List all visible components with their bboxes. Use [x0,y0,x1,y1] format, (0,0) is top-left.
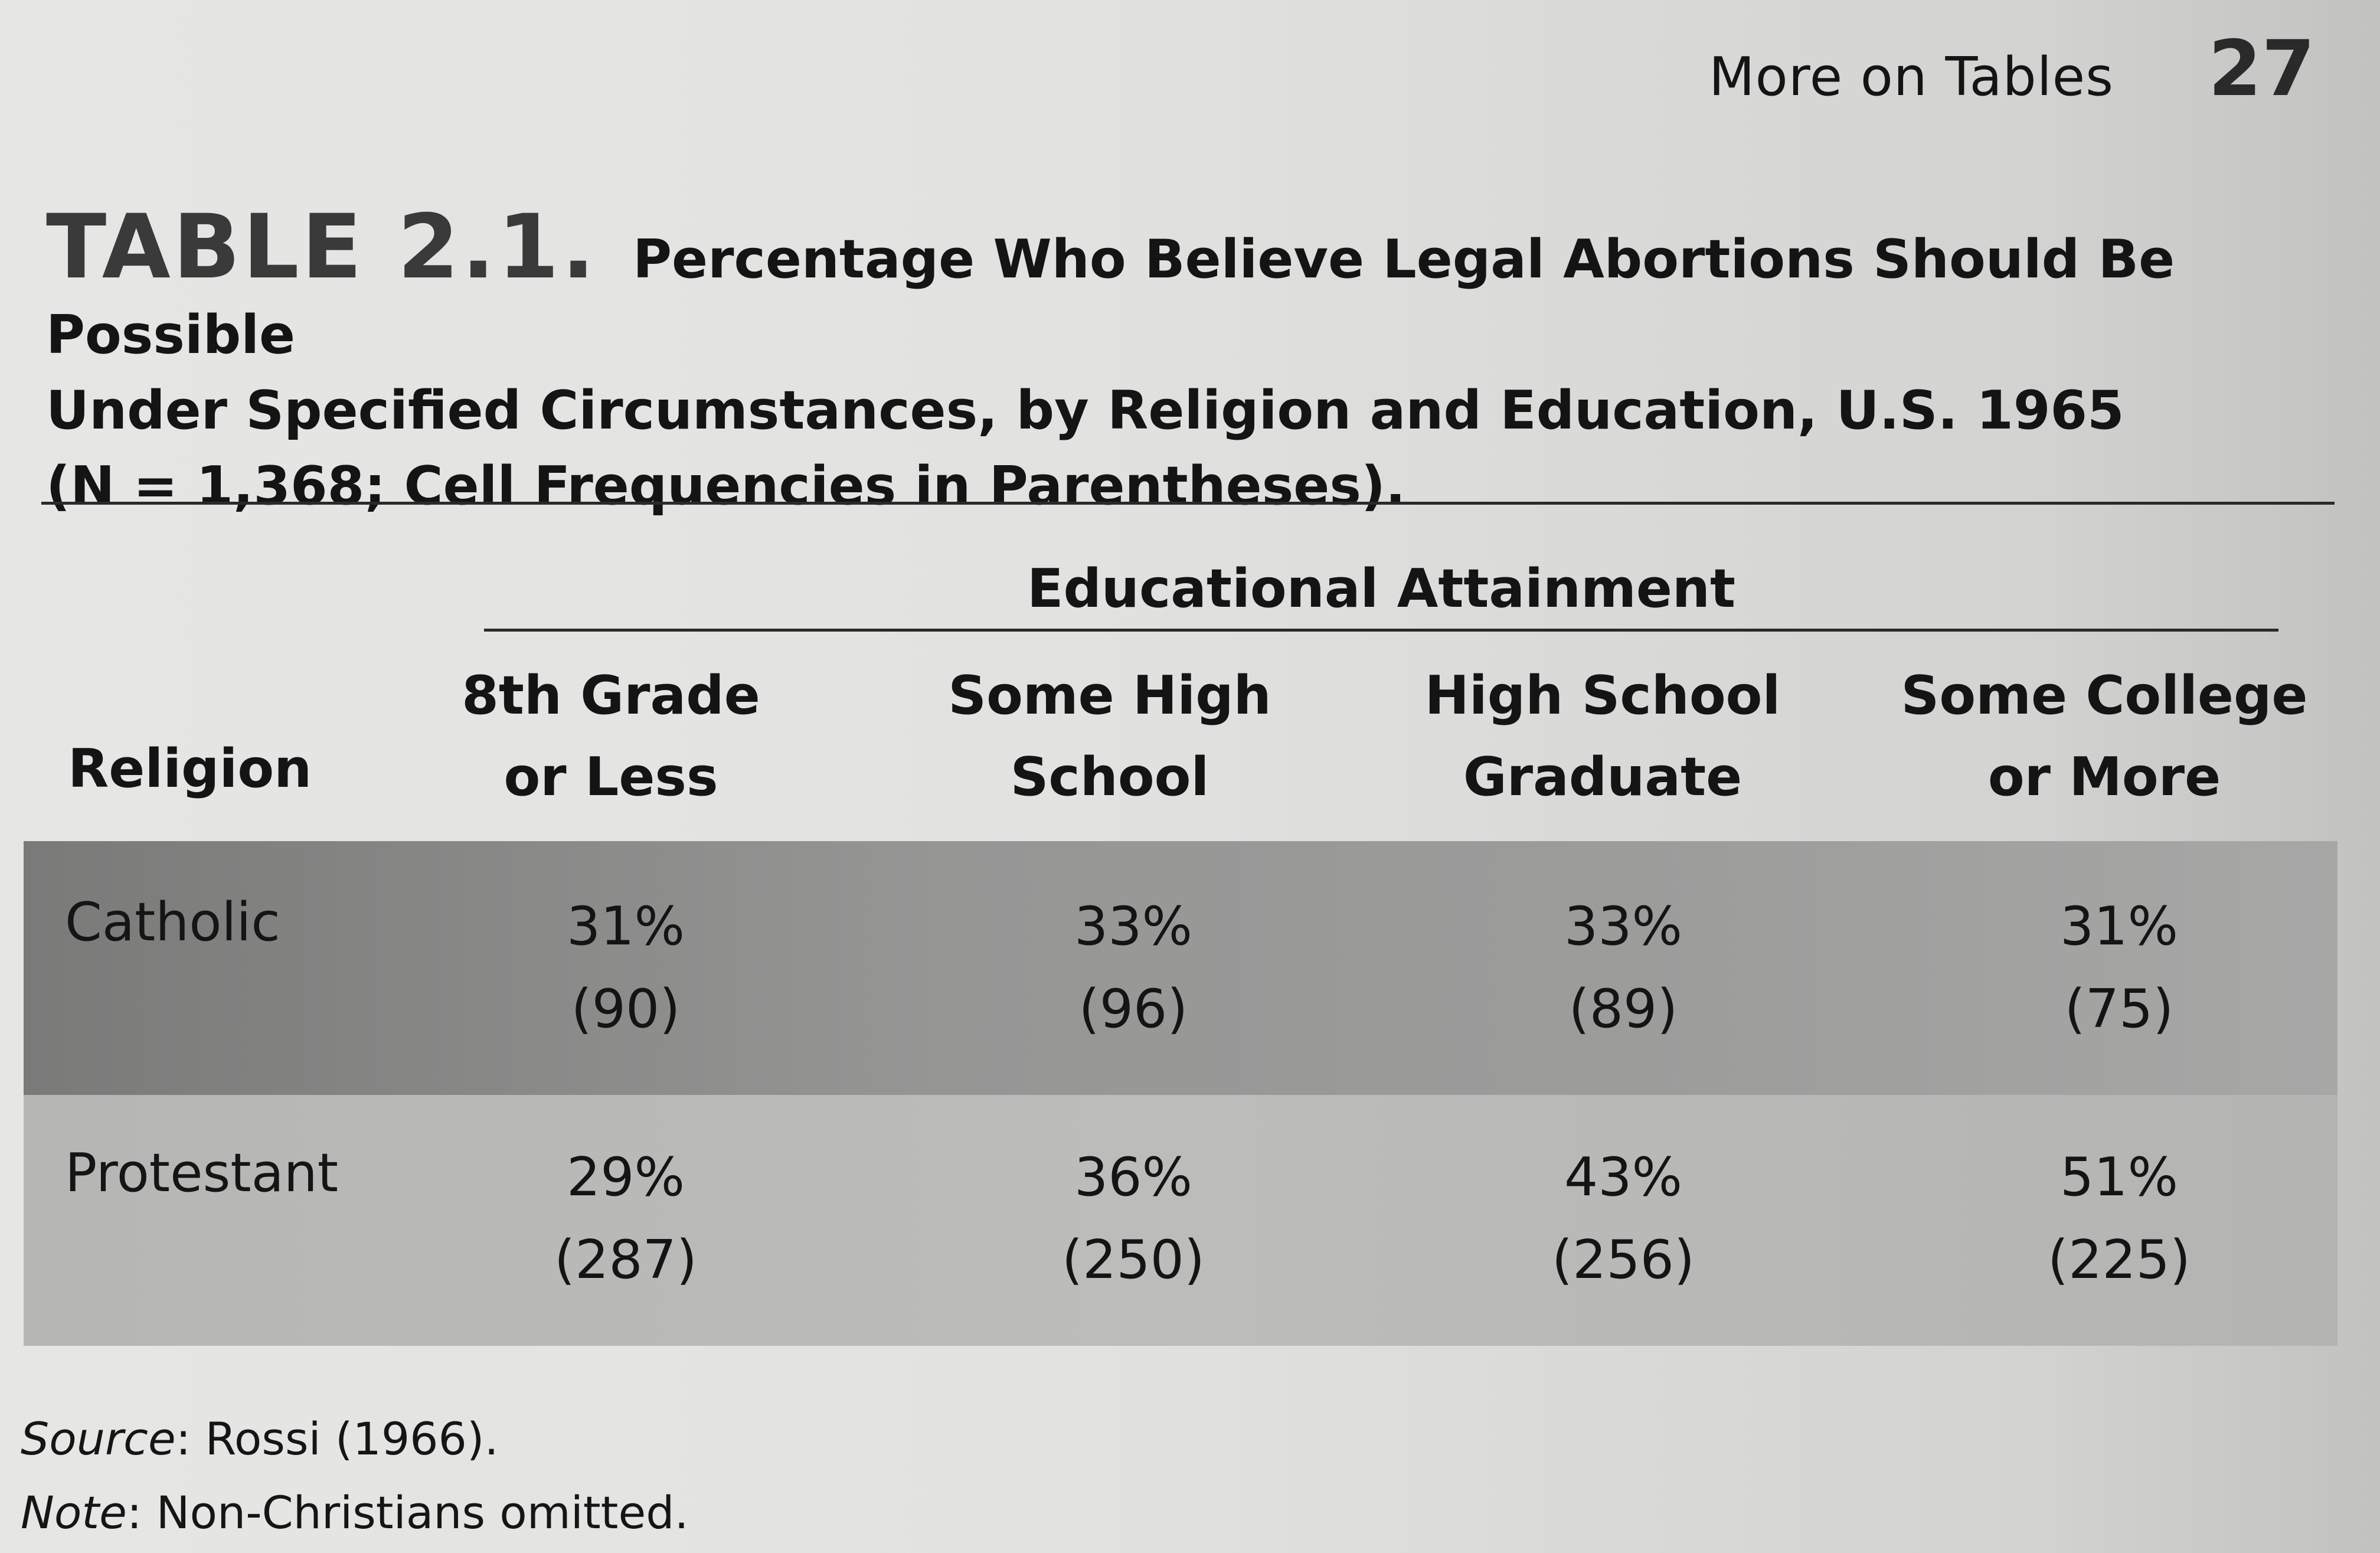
row-label: Catholic [65,891,280,953]
cell-frequency: (89) [1568,978,1678,1040]
cell-percent: 31% [566,895,685,957]
row-label: Protestant [65,1142,339,1204]
page-number: 27 [2208,24,2315,113]
cell-frequency: (256) [1551,1229,1695,1291]
table-title: TABLE 2.1. Percentage Who Believe Legal A… [46,203,2336,524]
column-header-line: or Less [504,746,718,808]
column-group-header: Educational Attainment [1026,558,1735,620]
column-header-line: Graduate [1463,746,1742,808]
source-label: Source [21,1413,176,1465]
table-label: TABLE 2.1. [46,196,598,299]
table-cell: 51% (225) [1972,1136,2267,1302]
table-notes: Source: Rossi (1966). Note: Non-Christia… [21,1402,689,1549]
footnote: Note: Non-Christians omitted. [21,1476,689,1549]
cell-frequency: (287) [554,1229,697,1291]
cell-percent: 51% [2059,1146,2179,1208]
cell-frequency: (250) [1061,1229,1205,1291]
column-header-line: or More [1987,746,2221,808]
cell-percent: 36% [1074,1146,1193,1208]
table-cell: 31% (75) [1972,885,2267,1051]
note-text: : Non-Christians omitted. [126,1486,689,1539]
table-cell: 31% (90) [478,885,773,1051]
column-header-line: High School [1424,665,1781,727]
column-header-line: Some High [948,665,1271,727]
source-note: Source: Rossi (1966). [21,1402,689,1476]
table-cell: 43% (256) [1476,1136,1771,1302]
table-title-line-1: Percentage Who Believe Legal Abortions S… [46,228,2175,366]
table-title-line-2: Under Specified Circumstances, by Religi… [46,380,2124,442]
note-label: Note [21,1486,127,1539]
cell-frequency: (75) [2064,978,2174,1040]
table-row-catholic: Catholic 31% (90) 33% (96) 33% (89) 31% … [24,841,2338,1095]
table-cell: 33% (96) [986,885,1281,1051]
column-header-8th-grade: 8th Grade or Less [387,655,835,818]
column-header-line: School [1010,746,1209,808]
table-cell: 33% (89) [1476,885,1771,1051]
cell-frequency: (96) [1078,978,1188,1040]
cell-frequency: (225) [2047,1229,2191,1291]
cell-percent: 31% [2059,895,2179,957]
row-header-religion: Religion [68,738,312,800]
column-header-line: 8th Grade [462,665,760,727]
table-cell: 29% (287) [478,1136,773,1302]
source-text: : Rossi (1966). [175,1413,499,1465]
cell-frequency: (90) [571,978,681,1040]
table-cell: 36% (250) [986,1136,1281,1302]
column-header-some-college: Some College or More [1880,655,2329,818]
column-group-rule [484,629,2278,632]
column-header-high-school-graduate: High School Graduate [1378,655,1827,818]
cell-percent: 43% [1564,1146,1683,1208]
table-top-rule [41,502,2335,505]
page-header: More on Tables 27 [1709,24,2315,113]
table-title-line-3: (N = 1,368; Cell Frequencies in Parenthe… [46,455,1406,517]
running-head: More on Tables [1709,46,2114,108]
column-header-line: Some College [1901,665,2308,727]
table-row-protestant: Protestant 29% (287) 36% (250) 43% (256)… [24,1095,2338,1346]
column-header-some-high-school: Some High School [885,655,1334,818]
cell-percent: 33% [1074,895,1193,957]
cell-percent: 33% [1564,895,1683,957]
cell-percent: 29% [566,1146,685,1208]
